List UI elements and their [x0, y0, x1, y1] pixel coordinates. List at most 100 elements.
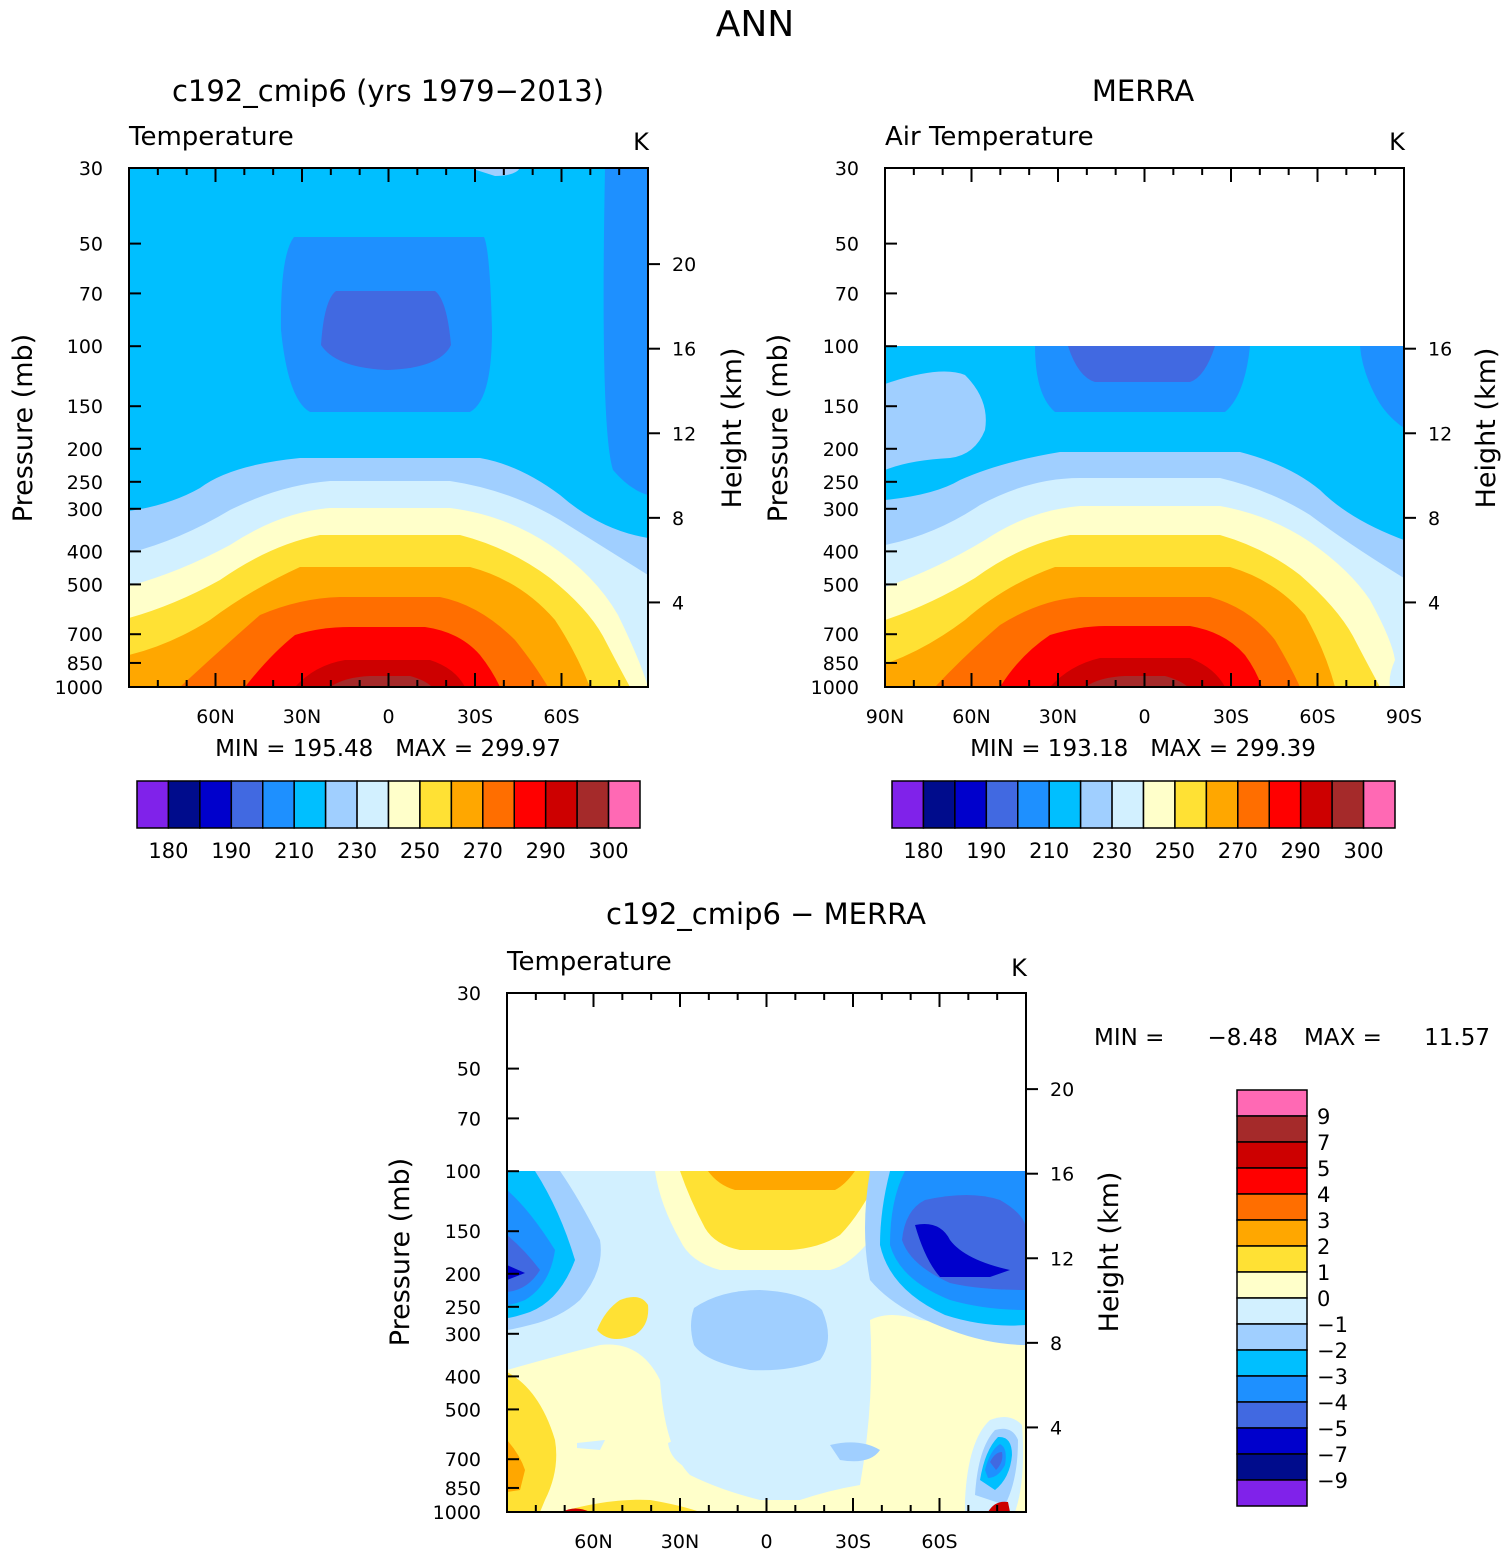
colorbar-label: 180 — [148, 839, 188, 863]
colorbar-swatch — [1236, 1427, 1308, 1455]
colorbar-label: 290 — [526, 839, 566, 863]
colorbar-swatch — [576, 780, 610, 829]
colorbar-swatch — [891, 780, 925, 829]
x-tick-label: 60S — [921, 1531, 957, 1553]
colorbar-swatch — [1111, 780, 1145, 829]
band-minus5-minus4-corner — [990, 1452, 1003, 1470]
y-tick-label: 250 — [823, 472, 859, 494]
y-tick-label: 1000 — [55, 677, 103, 699]
y2-tick-label: 8 — [1050, 1333, 1062, 1355]
max-label: MAX = — [1304, 1025, 1382, 1051]
y2-tick-label: 4 — [1050, 1417, 1062, 1439]
x-tick-label: 0 — [760, 1531, 772, 1553]
colorbar-swatch — [324, 780, 358, 829]
band-minus7-minus5-left — [507, 1265, 525, 1280]
y-tick-label: 150 — [823, 396, 859, 418]
colorbar-swatch — [1268, 780, 1302, 829]
x-tick-label: 30S — [1213, 706, 1249, 728]
variable-label: Air Temperature — [885, 122, 1094, 152]
colorbar-label: 210 — [274, 839, 314, 863]
colorbar-label: 0 — [1317, 1287, 1330, 1311]
y-tick-label: 70 — [79, 283, 103, 305]
x-tick-label: 90S — [1386, 706, 1422, 728]
colorbar-swatch — [1205, 780, 1239, 829]
y-tick-label: 30 — [79, 158, 103, 180]
min-value: −8.48 — [1208, 1025, 1278, 1051]
band-220-230-left — [885, 371, 986, 470]
band-200-210-right — [1360, 346, 1404, 428]
band-2-3-bottom-left — [507, 1440, 525, 1492]
band-290-295 — [1050, 658, 1225, 687]
colorbar-swatch — [1362, 780, 1396, 829]
axes: 60N 30N 0 30S 60S 30 50 70 100 150 200 250 300 400 500… — [55, 158, 697, 728]
colorbar-swatch — [293, 780, 327, 829]
band-190-200-tropics — [321, 291, 451, 370]
panel-title: c192_cmip6 (yrs 1979−2013) — [172, 74, 604, 108]
x-tick-label: 30S — [457, 706, 493, 728]
units-label: K — [1389, 128, 1406, 156]
colorbar-label: 210 — [1029, 839, 1069, 863]
y-tick-label: 70 — [835, 283, 859, 305]
contour-field — [507, 1171, 1026, 1512]
x-tick-label: 60S — [1299, 706, 1335, 728]
colorbar-label: 230 — [337, 839, 377, 863]
colorbar-swatch — [1236, 1167, 1308, 1195]
units-label: K — [1011, 954, 1028, 982]
colorbar-swatch — [922, 780, 956, 829]
colorbar-label: 270 — [463, 839, 503, 863]
colorbar-label: 270 — [1218, 839, 1258, 863]
colorbar-swatch — [1236, 1323, 1308, 1351]
y2-tick-label: 20 — [672, 254, 696, 276]
colorbar-swatch — [1236, 1271, 1308, 1299]
y-axis-label: Pressure (mb) — [763, 334, 794, 522]
colorbar-label: −1 — [1317, 1313, 1348, 1337]
colorbar-swatch — [1236, 1453, 1308, 1481]
colorbar-swatch — [199, 780, 233, 829]
y-tick-label: 400 — [823, 541, 859, 563]
colorbar-swatch — [1017, 780, 1050, 829]
panel-diff: c192_cmip6 − MERRA Temperature K — [385, 897, 1490, 1553]
panel-obs: MERRA Air Temperature K 90N 60N 30N 0 30S 60S… — [763, 74, 1502, 863]
colorbar-label: −5 — [1317, 1417, 1348, 1441]
colorbar-label: −2 — [1317, 1339, 1348, 1363]
band-minus1-0-bottom — [668, 1436, 778, 1477]
y-tick-label: 200 — [67, 439, 103, 461]
y-tick-label: 850 — [823, 653, 859, 675]
colorbar-swatch — [419, 780, 453, 829]
variable-label: Temperature — [506, 947, 672, 977]
y-tick-label: 300 — [445, 1324, 481, 1346]
min-max-stats: MIN = 195.48 MAX = 299.97 — [215, 736, 561, 762]
y-tick-label: 1000 — [811, 677, 859, 699]
band-minus1-0-patch — [577, 1440, 605, 1450]
colorbar-swatch — [1048, 780, 1082, 829]
colorbar-swatch — [1174, 780, 1208, 829]
band-minus2-minus1-bottom — [830, 1442, 880, 1462]
y-tick-label: 50 — [79, 234, 103, 256]
min-label: MIN = — [1094, 1025, 1164, 1051]
panel-title: c192_cmip6 − MERRA — [606, 897, 926, 931]
colorbar-swatch — [1236, 1375, 1308, 1403]
colorbar-label: 9 — [1317, 1105, 1330, 1129]
y-axis-label: Pressure (mb) — [8, 334, 39, 522]
colorbar-label: 250 — [400, 839, 440, 863]
y-tick-label: 200 — [445, 1264, 481, 1286]
colorbar-label: 290 — [1281, 839, 1321, 863]
contour-field — [885, 346, 1404, 687]
y-tick-label: 700 — [67, 624, 103, 646]
y2-axis-label: Height (km) — [1471, 348, 1502, 509]
colorbar-label: 190 — [211, 839, 251, 863]
x-tick-label: 0 — [382, 706, 394, 728]
band-200-210-right — [603, 168, 648, 495]
y-tick-label: 70 — [457, 1108, 481, 1130]
band-190-200-tropics — [1068, 346, 1215, 382]
y-tick-label: 100 — [67, 336, 103, 358]
colorbar-label: 2 — [1317, 1235, 1330, 1259]
colorbar-swatch — [1299, 780, 1333, 829]
band-0-1-lower — [507, 1315, 1026, 1512]
y-tick-label: 500 — [445, 1399, 481, 1421]
y-tick-label: 200 — [823, 439, 859, 461]
colorbar-swatch — [513, 780, 547, 829]
colorbar-swatch — [1236, 1297, 1308, 1325]
colorbar: 180 190 210 230 250 270 290 300 — [136, 780, 641, 863]
